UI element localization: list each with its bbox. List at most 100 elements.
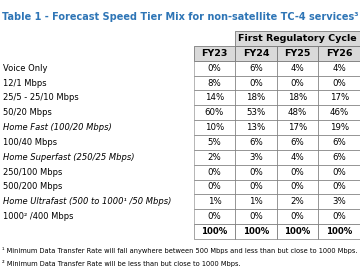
Bar [319, 165, 360, 180]
Text: ² Minimum Data Transfer Rate will be less than but close to 1000 Mbps.: ² Minimum Data Transfer Rate will be les… [2, 260, 240, 267]
Bar [319, 120, 360, 135]
Text: 100/40 Mbps: 100/40 Mbps [3, 138, 57, 147]
Text: 0%: 0% [208, 183, 221, 191]
Bar [277, 209, 319, 224]
Bar [235, 224, 277, 239]
Text: Voice Only: Voice Only [3, 64, 48, 73]
Bar [194, 46, 235, 61]
Bar [277, 61, 319, 76]
Text: 250/100 Mbps: 250/100 Mbps [3, 168, 62, 177]
Bar [0, 90, 194, 105]
Bar [235, 209, 277, 224]
Bar [277, 150, 319, 165]
Bar [194, 224, 235, 239]
Text: 2%: 2% [208, 153, 221, 162]
Bar [277, 209, 319, 224]
Bar [277, 180, 319, 194]
Bar [235, 105, 277, 120]
Bar [235, 31, 360, 46]
Bar [319, 224, 360, 239]
Text: 1000² /400 Mbps: 1000² /400 Mbps [3, 212, 73, 221]
Bar [235, 194, 277, 209]
Bar [194, 180, 235, 194]
Bar [319, 180, 360, 194]
Bar [0, 194, 194, 209]
Text: 0%: 0% [291, 168, 305, 177]
Text: 6%: 6% [332, 153, 346, 162]
Bar [194, 76, 235, 90]
Bar [194, 165, 235, 180]
Text: ¹ Minimum Data Transfer Rate will fall anywhere between 500 Mbps and less than b: ¹ Minimum Data Transfer Rate will fall a… [2, 247, 357, 254]
Text: 13%: 13% [247, 123, 266, 132]
Text: 0%: 0% [249, 168, 263, 177]
Bar [235, 46, 277, 61]
Bar [277, 135, 319, 150]
Bar [277, 120, 319, 135]
Bar [194, 61, 235, 76]
Text: 1%: 1% [249, 197, 263, 206]
Text: 46%: 46% [330, 108, 349, 117]
Text: 53%: 53% [247, 108, 266, 117]
Bar [194, 120, 235, 135]
Bar [277, 180, 319, 194]
Bar [319, 105, 360, 120]
Bar [194, 76, 235, 90]
Bar [277, 90, 319, 105]
Text: FY26: FY26 [326, 49, 352, 58]
Bar [319, 194, 360, 209]
Bar [0, 209, 194, 224]
Bar [319, 46, 360, 61]
Bar [319, 61, 360, 76]
Bar [0, 120, 194, 135]
Text: 0%: 0% [249, 183, 263, 191]
Bar [194, 165, 235, 180]
Bar [194, 105, 235, 120]
Bar [0, 76, 194, 90]
Bar [194, 135, 235, 150]
Bar [319, 105, 360, 120]
Bar [277, 150, 319, 165]
Text: 0%: 0% [332, 212, 346, 221]
Bar [235, 224, 277, 239]
Bar [319, 135, 360, 150]
Text: 17%: 17% [330, 93, 349, 102]
Text: 2%: 2% [291, 197, 305, 206]
Text: 100%: 100% [243, 227, 269, 236]
Bar [235, 120, 277, 135]
Text: 0%: 0% [208, 64, 221, 73]
Bar [235, 31, 360, 46]
Text: 60%: 60% [205, 108, 224, 117]
Text: 5%: 5% [208, 138, 221, 147]
Bar [235, 90, 277, 105]
Bar [194, 61, 235, 76]
Bar [319, 90, 360, 105]
Text: 48%: 48% [288, 108, 307, 117]
Bar [277, 120, 319, 135]
Text: 100%: 100% [201, 227, 228, 236]
Bar [277, 90, 319, 105]
Text: FY24: FY24 [243, 49, 269, 58]
Bar [319, 194, 360, 209]
Bar [0, 165, 194, 180]
Bar [319, 150, 360, 165]
Text: 100%: 100% [326, 227, 352, 236]
Bar [0, 105, 194, 120]
Bar [194, 105, 235, 120]
Bar [319, 120, 360, 135]
Bar [235, 150, 277, 165]
Bar [319, 165, 360, 180]
Text: 500/200 Mbps: 500/200 Mbps [3, 183, 62, 191]
Bar [235, 180, 277, 194]
Bar [277, 165, 319, 180]
Bar [235, 165, 277, 180]
Text: 12/1 Mbps: 12/1 Mbps [3, 79, 46, 87]
Text: 18%: 18% [247, 93, 266, 102]
Text: 0%: 0% [332, 168, 346, 177]
Text: FY23: FY23 [201, 49, 228, 58]
Bar [235, 180, 277, 194]
Bar [235, 46, 277, 61]
Bar [319, 90, 360, 105]
Text: 19%: 19% [330, 123, 349, 132]
Text: 18%: 18% [288, 93, 307, 102]
Text: 8%: 8% [208, 79, 221, 87]
